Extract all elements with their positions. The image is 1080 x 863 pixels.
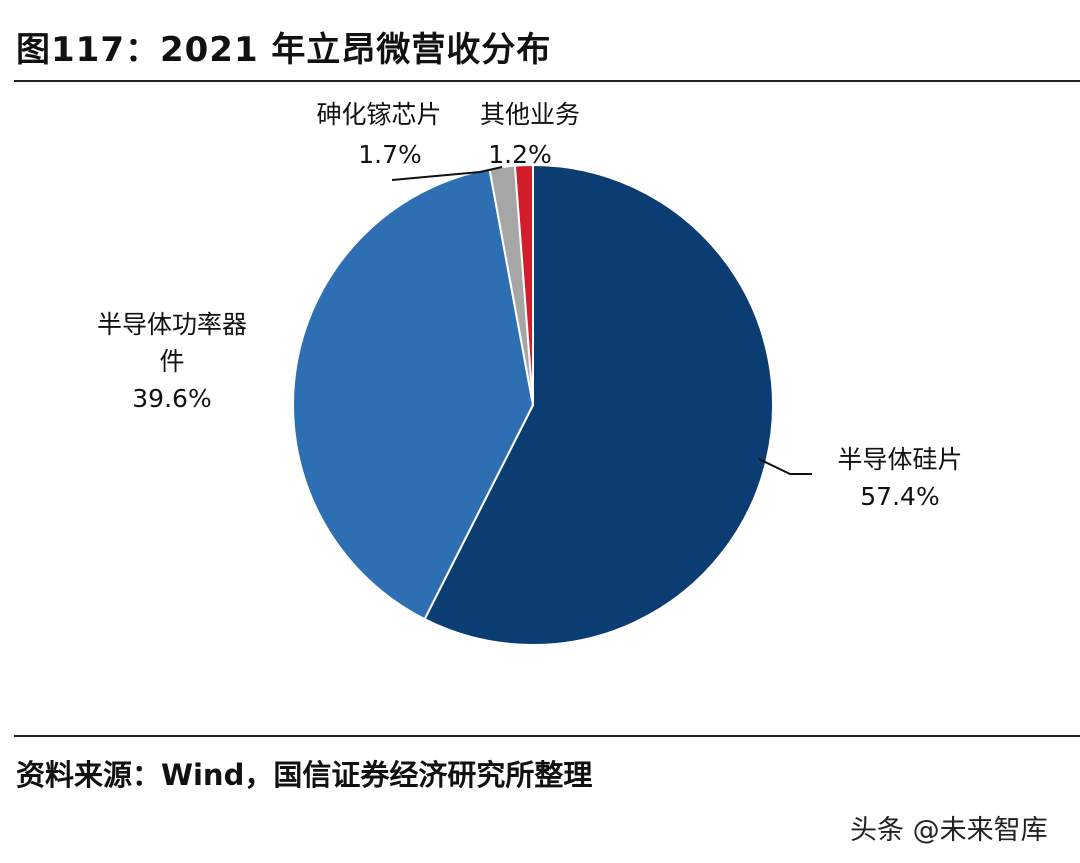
watermark-text: 头条 @未来智库 xyxy=(850,815,1048,846)
watermark: 头条 @未来智库 xyxy=(850,808,1048,847)
slice-label-2-line2: 件 xyxy=(159,347,184,376)
slice-value-2: 39.6% xyxy=(132,384,211,413)
slice-label-2-line1: 半导体功率器 xyxy=(97,310,247,339)
title-divider xyxy=(14,80,1080,82)
pie-slice-4 xyxy=(513,163,534,406)
pie-slice-2 xyxy=(292,167,535,621)
slice-label-1: 半导体硅片 xyxy=(837,445,962,474)
slice-value-4: 1.2% xyxy=(488,140,552,169)
chart-title: 图117：2021 年立昂微营收分布 xyxy=(16,30,552,70)
slice-label-4: 其他业务 xyxy=(480,100,580,129)
slice-value-3: 1.7% xyxy=(358,140,422,169)
pie-slice-1 xyxy=(423,163,774,646)
leader-line-3 xyxy=(391,166,503,181)
slice-value-1: 57.4% xyxy=(860,482,939,511)
source-note: 资料来源：Wind，国信证券经济研究所整理 xyxy=(16,758,593,792)
source-divider xyxy=(14,735,1080,737)
leader-line-1 xyxy=(758,457,812,475)
slice-label-3: 砷化镓芯片 xyxy=(316,100,441,129)
